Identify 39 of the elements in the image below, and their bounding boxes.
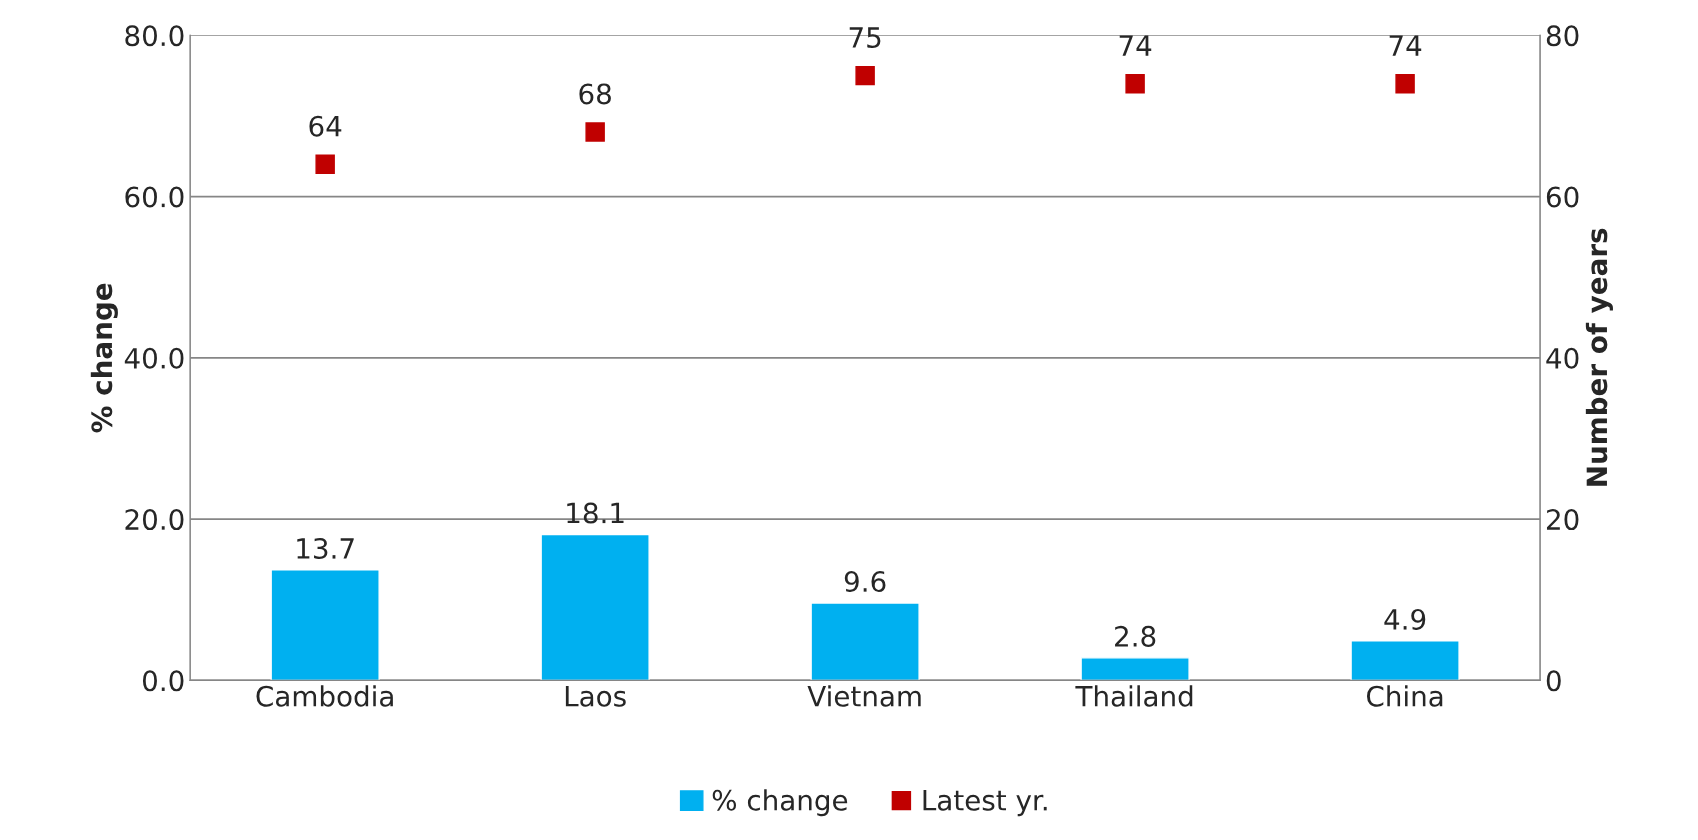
y2-tick-label: 80 <box>1546 25 1579 47</box>
legend-label: % change <box>712 789 848 817</box>
bar <box>1350 640 1460 681</box>
y-tick-label: 60.0 <box>125 186 184 208</box>
y2-tick-label: 60 <box>1546 186 1579 208</box>
data-label: 68 <box>579 83 611 105</box>
y2-axis-title: Number of years <box>1585 228 1613 486</box>
y-tick-label: 80.0 <box>125 25 184 47</box>
bar <box>810 602 920 681</box>
data-label: 13.7 <box>297 537 354 559</box>
bar <box>1080 657 1190 681</box>
y2-tick-label: 20 <box>1546 509 1579 531</box>
data-label: 74 <box>1119 35 1152 56</box>
y2-tick-label: 0 <box>1546 670 1561 692</box>
y-tick-label: 40.0 <box>124 347 184 369</box>
bar <box>540 533 650 681</box>
point <box>1125 73 1145 94</box>
point <box>855 65 875 86</box>
y-tick-label: 0.0 <box>142 670 184 692</box>
x-tick-label: Cambodia <box>256 685 393 707</box>
data-label: 18.1 <box>567 502 624 524</box>
data-label: 64 <box>309 115 342 137</box>
x-tick-label: Thailand <box>1075 685 1193 707</box>
data-label: 9.6 <box>844 571 886 593</box>
data-label: 2.8 <box>1115 625 1156 647</box>
bar <box>270 569 380 681</box>
data-label: 74 <box>1389 35 1422 56</box>
x-tick-label: Vietnam <box>807 685 921 707</box>
point <box>585 122 605 142</box>
point <box>315 154 335 175</box>
legend-label: Latest yr. <box>923 790 1047 817</box>
y2-tick-label: 40 <box>1546 347 1579 369</box>
x-tick-label: China <box>1366 685 1443 707</box>
y-tick-label: 20.0 <box>125 509 184 531</box>
x-tick-label: Laos <box>565 686 626 707</box>
data-label: 75 <box>849 27 881 48</box>
y-axis-title: % change <box>90 283 118 433</box>
point <box>1395 73 1415 94</box>
data-label: 4.9 <box>1384 608 1426 630</box>
